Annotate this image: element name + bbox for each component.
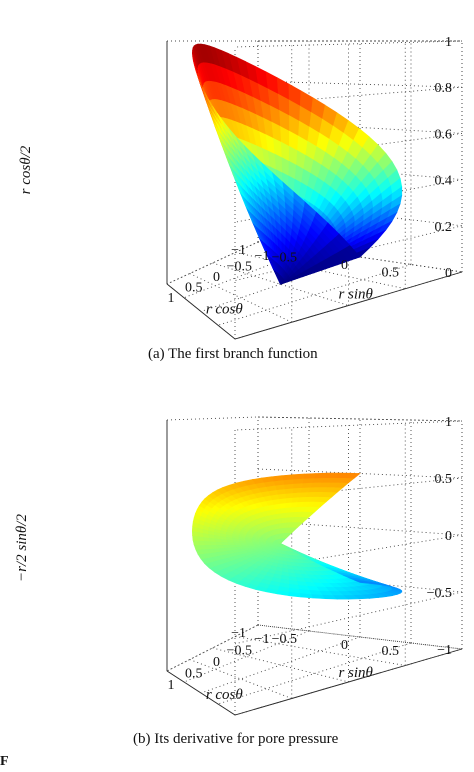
surface	[191, 472, 403, 600]
y-tick-label: 0.5	[382, 266, 400, 281]
z-tick-label: −0.5	[427, 586, 452, 601]
plot-b-pore-pressure-derivative: −1−0.500.51−1−0.500.51−1 −0.5 0 0.5r cosθr …	[14, 415, 463, 716]
z-tick-label: 0	[445, 529, 452, 544]
grid-lines	[166, 416, 463, 716]
y-tick-label: −1	[231, 243, 246, 258]
axis-labels: 00.20.40.60.81−1−0.500.51−1 −0.5 0 0.5r cos…	[18, 35, 452, 317]
z-tick-label: 0.5	[435, 472, 453, 487]
caption-a: (a) The first branch function	[148, 346, 318, 362]
z-axis-title: r cosθ/2	[18, 145, 34, 194]
z-axis-title: −r/2 sinθ/2	[14, 514, 30, 582]
x-tick-label: 0.5	[185, 281, 203, 296]
x-tick-label: −0.5	[227, 644, 252, 659]
y-axis-title: r sinθ	[338, 286, 373, 302]
z-tick-label: 1	[445, 35, 452, 50]
axis-labels: −1−0.500.51−1−0.500.51−1 −0.5 0 0.5r cosθr …	[14, 415, 452, 703]
footer-text: F	[0, 754, 9, 769]
y-tick-label: −1	[231, 626, 246, 641]
z-tick-label: 0.4	[435, 174, 453, 189]
x-tick-label: 0	[213, 270, 220, 285]
z-tick-label: −1	[437, 643, 452, 658]
y-tick-label: −0.5	[272, 251, 297, 266]
surface	[191, 43, 403, 285]
z-tick-label: 0.8	[435, 81, 453, 96]
y-axis-title: r sinθ	[338, 665, 373, 681]
y-tick-label: 0.5	[382, 644, 400, 659]
x-tick-label: 0	[213, 655, 220, 670]
x-axis-title: r cosθ	[206, 687, 244, 703]
y-tick-label: −0.5	[272, 632, 297, 647]
z-tick-label: 1	[445, 415, 452, 430]
caption-b: (b) Its derivative for pore pressure	[133, 731, 339, 747]
x-axis-title: r cosθ	[206, 301, 244, 317]
z-tick-label: 0.6	[435, 127, 453, 142]
z-tick-label: 0.2	[435, 220, 453, 235]
x-tick-label: −1	[255, 632, 270, 647]
plot-a-branch-function: 00.20.40.60.81−1−0.500.51−1 −0.5 0 0.5r cos…	[18, 35, 463, 340]
x-tick-label: 0.5	[185, 667, 203, 682]
z-tick-label: 0	[445, 266, 452, 281]
x-tick-label: −0.5	[227, 260, 252, 275]
x-tick-label: 1	[168, 291, 175, 306]
x-tick-label: −1	[255, 249, 270, 264]
y-tick-label: 0	[341, 258, 348, 273]
y-tick-label: 0	[341, 638, 348, 653]
x-tick-label: 1	[168, 678, 175, 693]
